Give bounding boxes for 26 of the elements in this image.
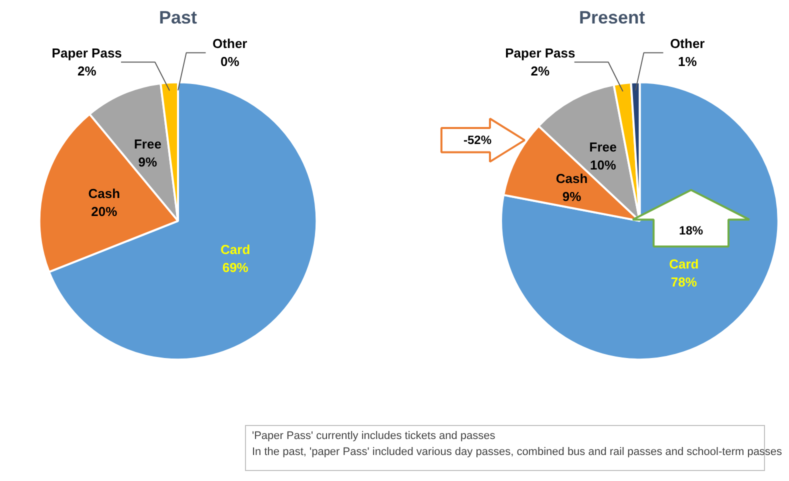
slice-label: Free xyxy=(134,136,162,152)
data-label: 1% xyxy=(678,54,698,70)
data-label: 69% xyxy=(222,260,249,276)
slice-label: Card xyxy=(220,242,250,258)
slice-label: Cash xyxy=(88,186,120,202)
category-label: Other xyxy=(212,36,248,52)
chart-title: Past xyxy=(158,8,198,28)
slice-label: Card xyxy=(669,256,699,272)
slice-label: Paper Pass xyxy=(52,46,122,61)
data-label: 20% xyxy=(91,204,118,220)
slice-label: Paper Pass xyxy=(505,46,576,61)
chart-title: Present xyxy=(578,8,646,28)
data-label: 10% xyxy=(590,158,616,173)
slice-label: Other xyxy=(670,36,705,52)
data-label: 2% xyxy=(530,64,550,79)
text: 0% xyxy=(220,54,240,70)
slice-label: Free xyxy=(589,140,617,155)
text: 18% xyxy=(679,223,704,238)
slice-label: Cash xyxy=(556,170,588,186)
data-label: 2% xyxy=(77,64,97,79)
text: In the past, 'paper Pass' included various day passes, combined bus and rail passes and school-term passes xyxy=(252,446,782,458)
data-label: 9% xyxy=(562,188,582,204)
data-label: 9% xyxy=(138,154,158,170)
data-label: 78% xyxy=(670,274,698,290)
text: -52% xyxy=(463,133,492,148)
text: 'Paper Pass' currently includes tickets and passes xyxy=(252,430,496,442)
